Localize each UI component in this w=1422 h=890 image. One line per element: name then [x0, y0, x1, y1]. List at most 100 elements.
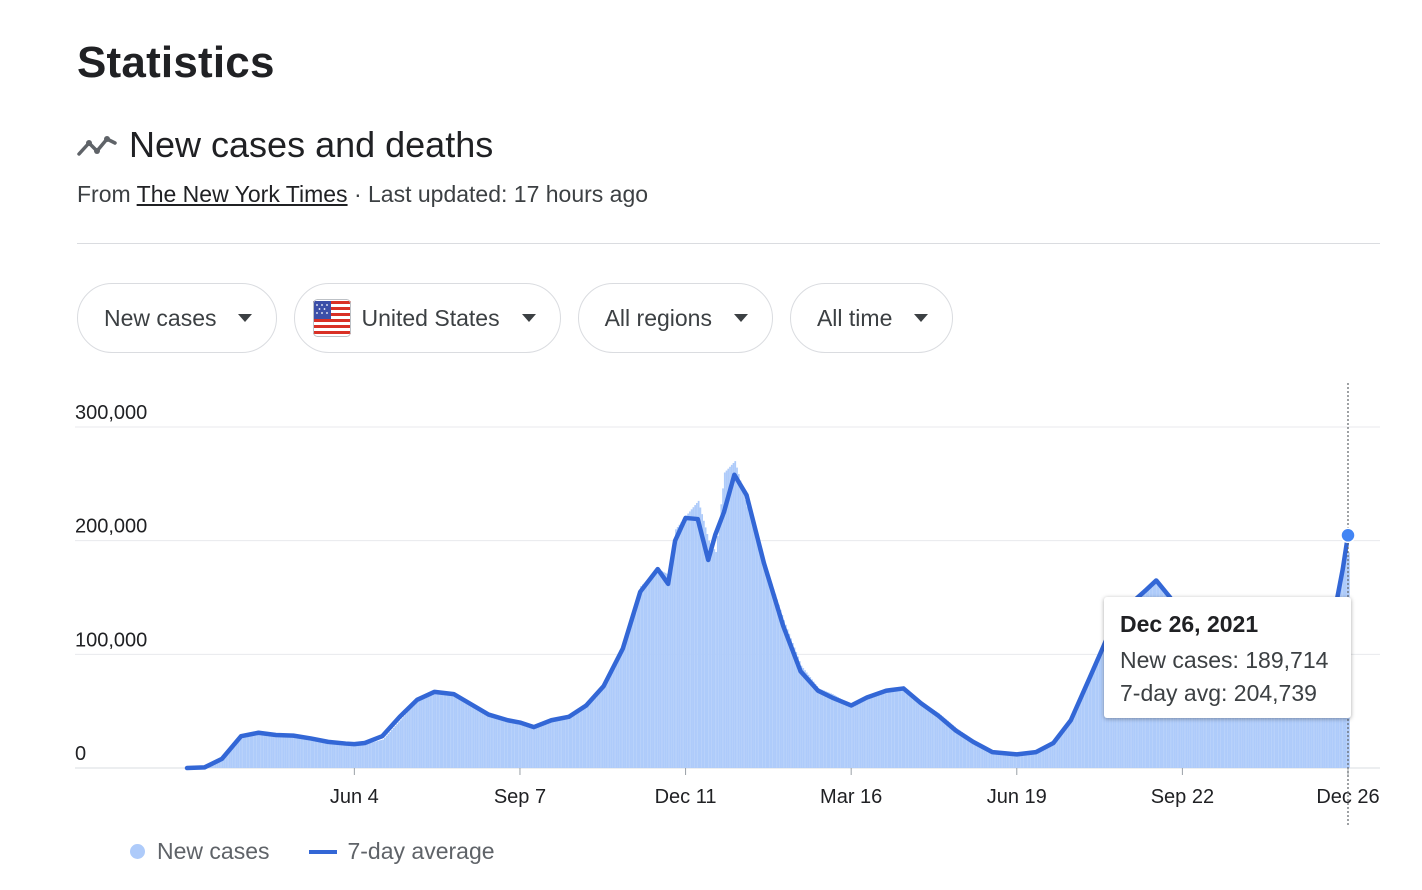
bar	[781, 615, 784, 768]
bar	[230, 747, 233, 768]
bar	[886, 688, 888, 768]
bar	[218, 758, 221, 768]
bar	[321, 740, 323, 768]
legend-line-icon	[309, 849, 338, 854]
bar	[777, 604, 780, 768]
bar	[769, 578, 771, 768]
source-link[interactable]: The New York Times	[136, 181, 348, 207]
bar	[432, 692, 435, 768]
bar	[887, 688, 890, 768]
bar	[980, 744, 982, 768]
region-dropdown[interactable]: All regions	[577, 283, 773, 353]
bar	[410, 707, 412, 768]
bar	[263, 731, 266, 768]
bar	[260, 730, 262, 768]
country-dropdown[interactable]: United States	[294, 283, 561, 353]
bar	[453, 695, 456, 768]
bar	[335, 742, 337, 768]
bar	[544, 721, 547, 768]
bar	[472, 705, 475, 768]
bar	[772, 589, 775, 768]
bar	[757, 540, 759, 768]
legend-dot-icon	[130, 844, 145, 859]
bar	[614, 661, 616, 768]
bar	[558, 718, 561, 768]
bar	[366, 743, 369, 768]
bar	[1044, 745, 1047, 768]
bar	[697, 500, 700, 768]
bar	[847, 703, 850, 768]
bar	[451, 694, 454, 768]
chevron-down-icon	[914, 314, 929, 322]
bar	[1074, 708, 1077, 768]
bar	[699, 507, 702, 768]
bar	[612, 664, 615, 768]
bar	[899, 688, 902, 768]
page-title: Statistics	[77, 38, 275, 87]
metric-dropdown[interactable]: New cases	[77, 283, 278, 353]
bar	[770, 584, 773, 768]
bar	[1070, 716, 1073, 768]
bar	[779, 609, 782, 768]
bar	[464, 700, 466, 768]
bar	[805, 672, 808, 768]
bar	[1027, 752, 1029, 768]
bar	[703, 520, 705, 768]
bar	[819, 689, 822, 768]
bar	[936, 712, 939, 768]
bar	[682, 520, 684, 768]
x-tick-label: Sep 7	[494, 786, 546, 808]
bar	[924, 704, 927, 768]
bar	[307, 736, 310, 768]
bar	[1004, 752, 1007, 768]
bar	[783, 620, 785, 768]
bar	[547, 720, 550, 768]
bar	[1055, 738, 1057, 768]
bar	[774, 594, 777, 768]
bar	[601, 684, 604, 768]
bar	[1086, 679, 1089, 768]
bar	[594, 692, 597, 768]
bar	[994, 751, 996, 768]
bar	[309, 736, 311, 768]
legend-item-new-cases[interactable]: New cases	[130, 838, 269, 865]
period-dropdown[interactable]: All time	[789, 283, 954, 353]
bar	[326, 741, 329, 768]
bar	[628, 625, 630, 768]
bar	[842, 700, 845, 768]
bar	[879, 691, 881, 768]
bar	[1248, 685, 1251, 768]
bar	[650, 575, 653, 768]
trending-line-icon	[77, 136, 117, 156]
bar	[894, 688, 897, 768]
bar	[917, 699, 920, 768]
bar	[1227, 675, 1230, 768]
bar	[814, 683, 817, 768]
legend-item-average[interactable]: 7-day average	[309, 838, 495, 865]
bar	[436, 692, 439, 768]
bar	[319, 739, 322, 768]
bar	[561, 717, 564, 768]
bar	[584, 703, 587, 768]
bar	[563, 717, 566, 768]
bar	[445, 693, 447, 768]
bar	[954, 726, 956, 768]
bar	[261, 731, 264, 768]
bar	[1083, 687, 1085, 768]
bar	[1015, 754, 1017, 768]
bar	[913, 696, 916, 768]
bar	[312, 737, 315, 768]
bar	[629, 620, 632, 768]
bar	[947, 720, 949, 768]
bar	[1081, 692, 1084, 768]
bar	[617, 653, 620, 768]
bar	[427, 695, 430, 768]
bar	[1229, 677, 1232, 768]
bar	[1028, 752, 1031, 768]
bar	[974, 741, 977, 768]
bar	[274, 734, 276, 768]
bar	[941, 716, 944, 768]
bar	[282, 734, 285, 768]
bar	[619, 650, 622, 768]
bar	[383, 737, 386, 768]
